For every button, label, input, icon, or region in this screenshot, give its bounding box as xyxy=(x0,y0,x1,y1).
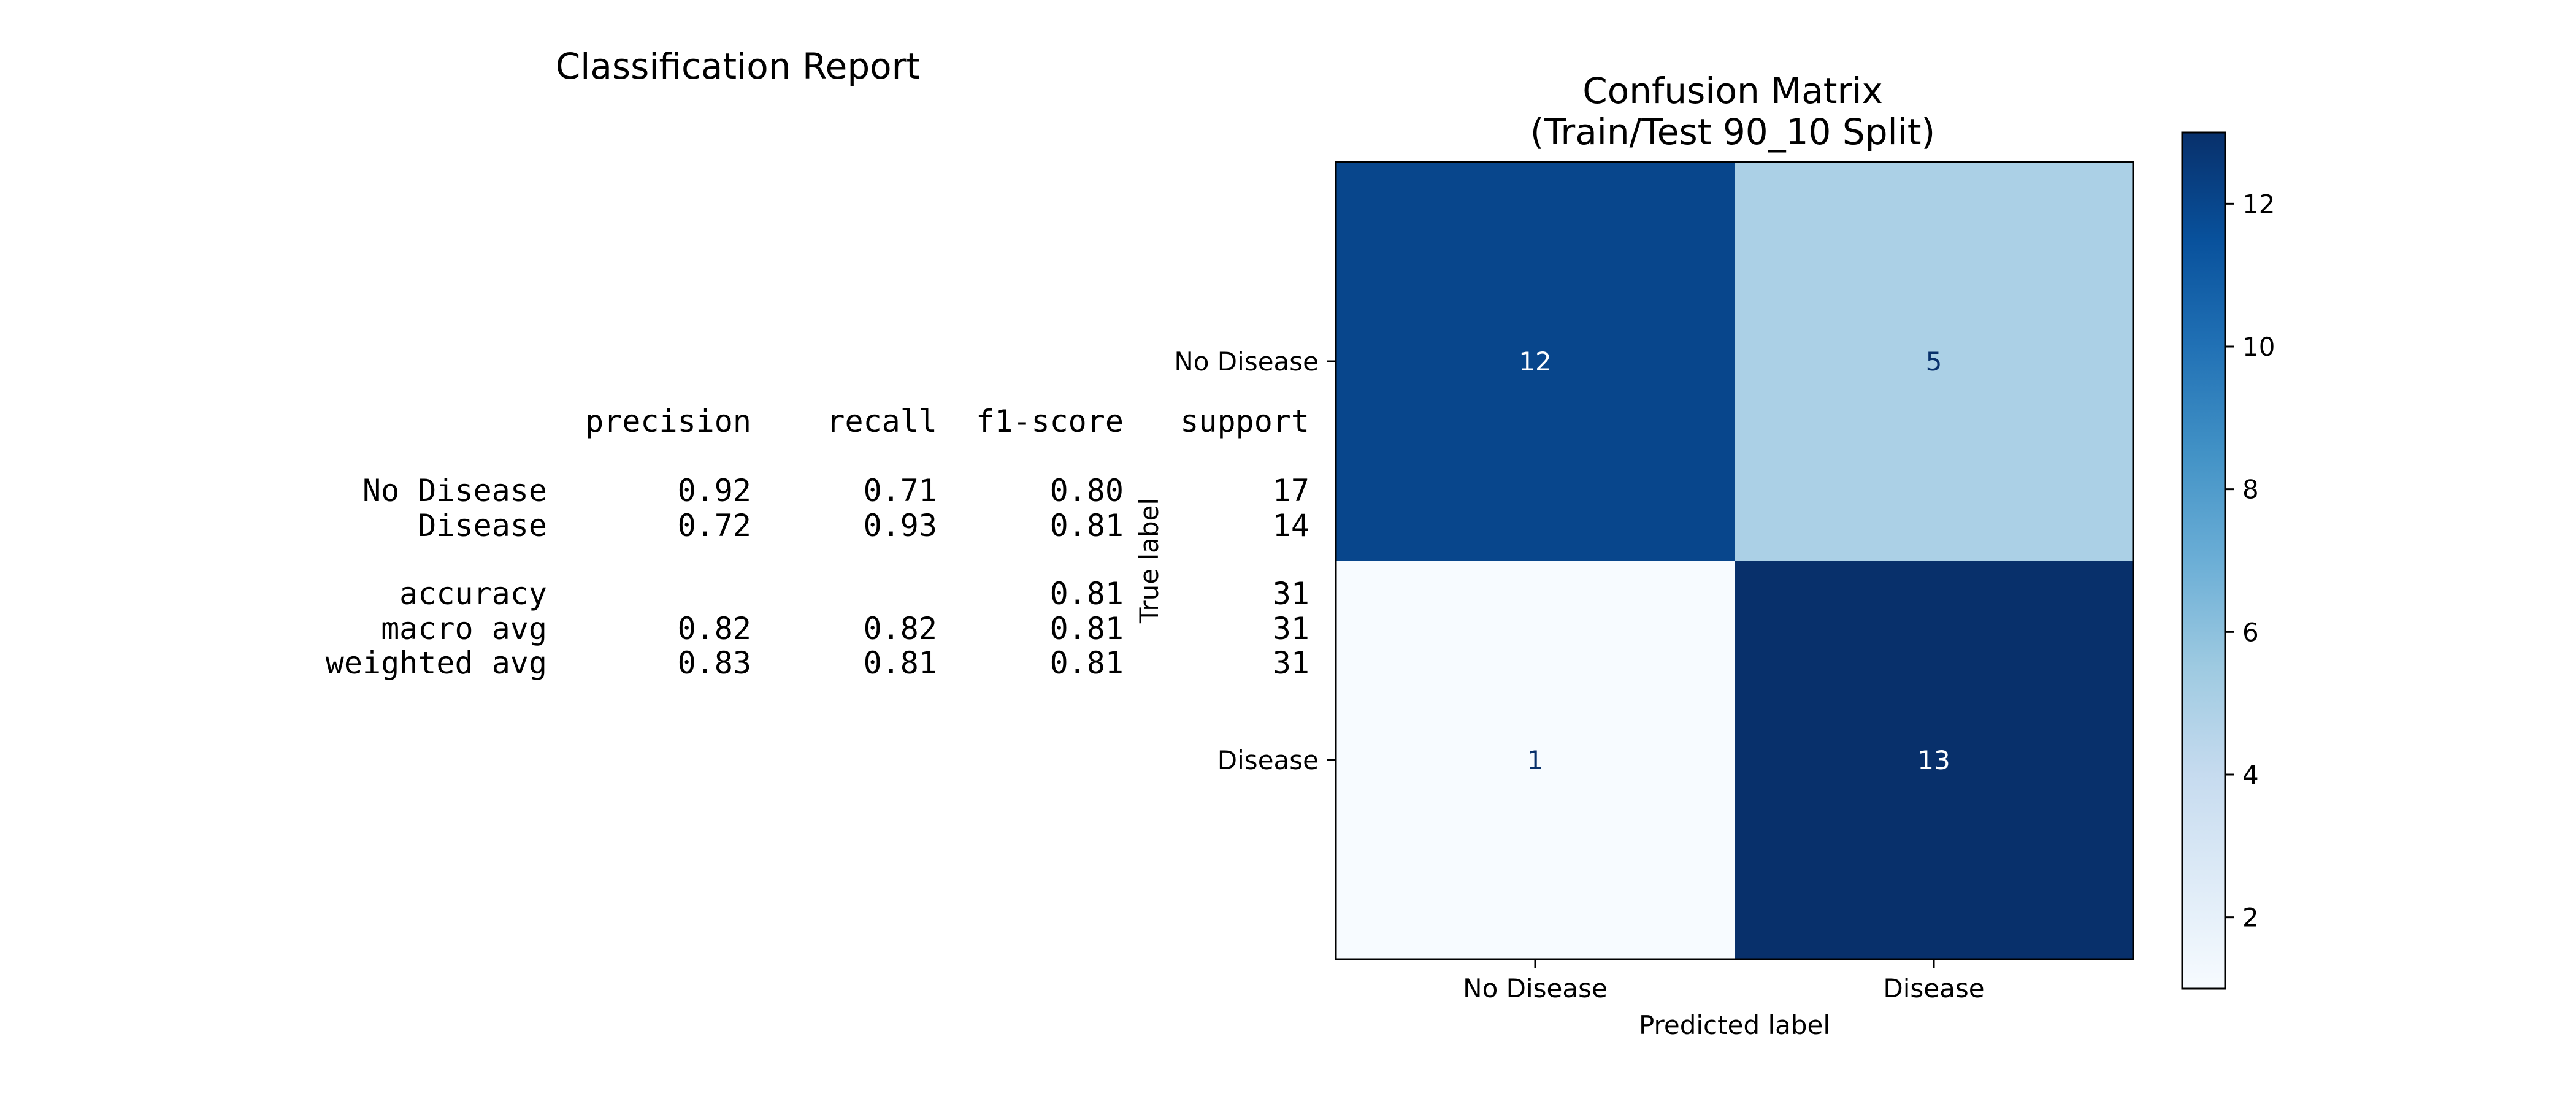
report-column-header: f1-score xyxy=(976,404,1124,439)
matrix-cell xyxy=(1735,162,2133,561)
x-axis-ticks: No Disease Disease xyxy=(1463,959,1985,1003)
report-cell-support: 17 xyxy=(1273,473,1309,508)
report-cell-support: 14 xyxy=(1273,508,1309,543)
report-cell-recall: 0.82 xyxy=(864,611,937,646)
report-rows: No Disease 0.92 0.71 0.80 17 Disease 0.72 0.93 0… xyxy=(326,473,1309,681)
report-cell-support: 31 xyxy=(1273,645,1309,681)
report-cell-f1-score: 0.81 xyxy=(1050,576,1124,611)
report-column-header: precision xyxy=(585,404,751,439)
colorbar-tick-label: 4 xyxy=(2242,760,2259,790)
report-cell-precision: 0.83 xyxy=(678,645,751,681)
y-tick-label: Disease xyxy=(1217,745,1319,775)
colorbar-gradient xyxy=(2181,131,2226,990)
report-header: precision recall f1-score support xyxy=(585,404,1309,439)
report-cell-recall: 0.71 xyxy=(864,473,937,508)
y-axis-label: True label xyxy=(1134,498,1164,624)
chart-title-line2: (Train/Test 90_10 Split) xyxy=(1530,111,1935,153)
colorbar: 2 4 6 8 10 12 xyxy=(2181,131,2275,990)
matrix-cell-value: 5 xyxy=(1926,347,1942,377)
report-title: Classification Report xyxy=(556,45,920,87)
colorbar-tick-label: 2 xyxy=(2242,903,2259,933)
colorbar-tick-label: 8 xyxy=(2242,475,2259,505)
y-tick-label: No Disease xyxy=(1174,347,1319,377)
matrix-frame xyxy=(1335,161,2134,960)
y-axis-ticks: No Disease Disease xyxy=(1174,347,1336,775)
matrix-cell xyxy=(1336,162,1735,561)
report-row-label: Disease xyxy=(418,508,547,543)
report-cell-support: 31 xyxy=(1273,576,1309,611)
report-row-label: macro avg xyxy=(381,611,547,646)
matrix-cell xyxy=(1336,561,1735,959)
colorbar-tick-label: 10 xyxy=(2242,332,2275,362)
colorbar-tick-label: 12 xyxy=(2242,189,2275,219)
report-cell-f1-score: 0.81 xyxy=(1050,508,1124,543)
report-column-header: recall xyxy=(826,404,937,439)
classification-report: Classification Report precision recall f1-… xyxy=(326,45,1309,681)
report-row: No Disease 0.92 0.71 0.80 17 xyxy=(362,473,1309,508)
matrix-cell-value: 13 xyxy=(1917,745,1950,775)
report-row-label: accuracy xyxy=(399,576,547,611)
report-cell-f1-score: 0.81 xyxy=(1050,611,1124,646)
matrix-cell-value: 1 xyxy=(1527,745,1544,775)
report-cell-precision: 0.92 xyxy=(678,473,751,508)
report-cell-recall: 0.93 xyxy=(864,508,937,543)
matrix-cell xyxy=(1735,561,2133,959)
report-column-header: support xyxy=(1180,404,1309,439)
colorbar-ticks: 2 4 6 8 10 12 xyxy=(2225,189,2275,933)
matrix-cell-value: 12 xyxy=(1519,347,1551,377)
report-row: weighted avg 0.83 0.81 0.81 31 xyxy=(326,645,1309,681)
report-cell-support: 31 xyxy=(1273,611,1309,646)
report-row: accuracy 0.81 31 xyxy=(399,576,1309,611)
x-tick-label: Disease xyxy=(1883,973,1984,1003)
report-cell-f1-score: 0.81 xyxy=(1050,645,1124,681)
report-row: Disease 0.72 0.93 0.81 14 xyxy=(418,508,1309,543)
x-axis-label: Predicted label xyxy=(1639,1010,1830,1040)
report-cell-precision: 0.82 xyxy=(678,611,751,646)
report-row-label: No Disease xyxy=(362,473,547,508)
confusion-matrix: Confusion Matrix (Train/Test 90_10 Split… xyxy=(1134,70,2134,1040)
chart-title-line1: Confusion Matrix xyxy=(1582,70,1883,112)
report-row-label: weighted avg xyxy=(326,645,547,681)
report-row: macro avg 0.82 0.82 0.81 31 xyxy=(381,611,1309,646)
report-cell-recall: 0.81 xyxy=(864,645,937,681)
matrix-cells: 12 5 1 13 xyxy=(1336,162,2133,959)
report-cell-f1-score: 0.80 xyxy=(1050,473,1124,508)
x-tick-label: No Disease xyxy=(1463,973,1608,1003)
report-cell-precision: 0.72 xyxy=(678,508,751,543)
colorbar-tick-label: 6 xyxy=(2242,617,2259,647)
